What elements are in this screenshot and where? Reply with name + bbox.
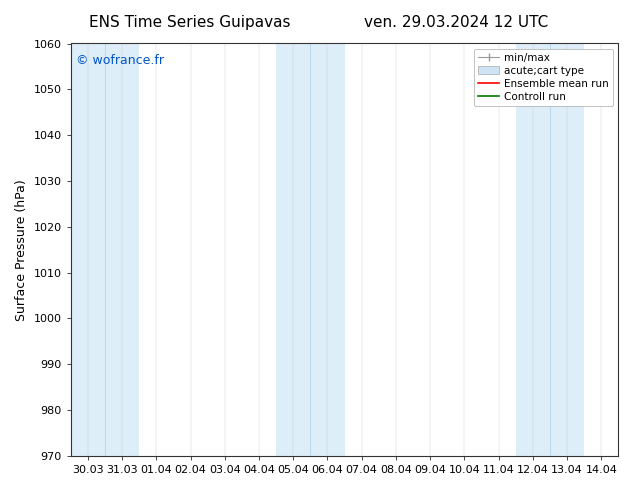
Bar [515, 44, 584, 456]
Bar [71, 44, 139, 456]
Bar [276, 44, 344, 456]
Text: © wofrance.fr: © wofrance.fr [76, 54, 164, 67]
Text: ven. 29.03.2024 12 UTC: ven. 29.03.2024 12 UTC [365, 15, 548, 30]
Legend: min/max, acute;cart type, Ensemble mean run, Controll run: min/max, acute;cart type, Ensemble mean … [474, 49, 613, 106]
Text: ENS Time Series Guipavas: ENS Time Series Guipavas [89, 15, 291, 30]
Y-axis label: Surface Pressure (hPa): Surface Pressure (hPa) [15, 179, 28, 320]
